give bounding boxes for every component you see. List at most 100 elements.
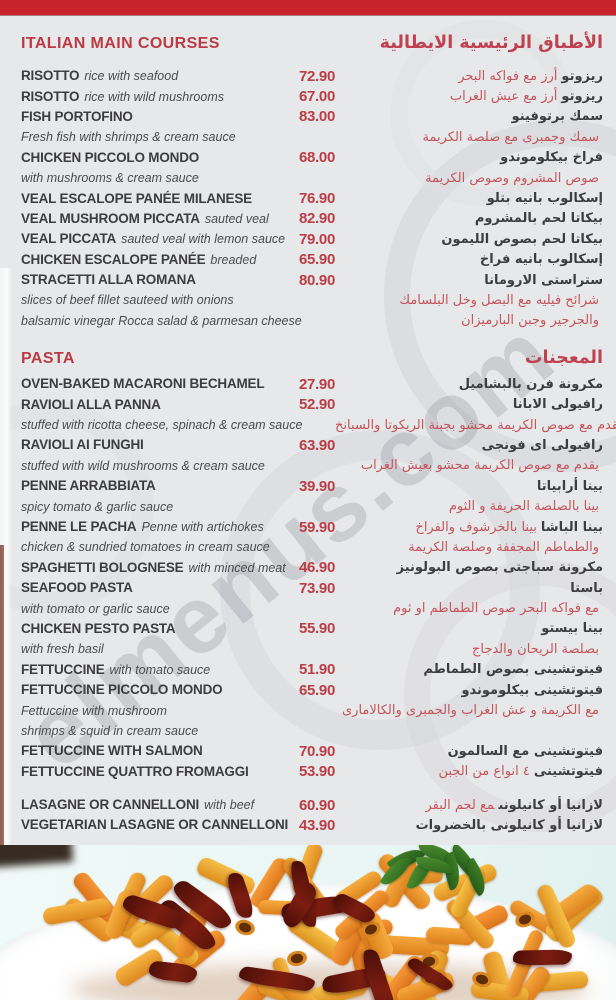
item-arabic-desc: مع الكريمة و عش الغراب والجمبرى والكالام… [342, 703, 599, 719]
item-description: Fresh fish with shrimps & cream sauce [21, 130, 236, 145]
item-arabic: ريزوتوأرز مع فواكه البحر [335, 69, 603, 84]
item-arabic: صوص المشروم وصوص الكريمة [335, 171, 603, 186]
penne-pasta-piece [194, 855, 258, 898]
item-price: 79.00 [298, 230, 335, 248]
item-arabic-desc: مع فواكه البحر صوص الطماطم او ثوم [393, 601, 599, 617]
item-arabic-desc: صوص المشروم وصوص الكريمة [425, 170, 599, 186]
item-arabic-name: مكرونة فرن بالبشاميل [458, 376, 603, 392]
item-arabic: بيكاتا لحم بصوص الليمون [335, 232, 603, 247]
menu-item-row: CHICKEN ESCALOPE PANÉE breaded 65.90 إسكالو… [21, 250, 603, 270]
item-name: FETTUCCINE WITH SALMON [21, 743, 203, 759]
item-arabic-name: فيتوتشينى بصوص الطماطم [423, 662, 603, 678]
item-english: FETTUCCINE PICCOLO MONDO [21, 681, 286, 699]
item-arabic: بينا بالصلصة الحريفة و الثوم [335, 499, 603, 514]
item-english: RISOTTO rice with seafood [21, 67, 286, 85]
item-arabic: إسكالوب بانيه بتلو [335, 191, 603, 206]
penne-tube-end [286, 949, 309, 968]
item-english: CHICKEN PICCOLO MONDO [21, 149, 286, 167]
item-arabic: والطماطم المجففة وصلصة الكريمة [335, 540, 603, 555]
item-arabic-name: فيتوتشينى [533, 764, 603, 780]
item-name: SPAGHETTI BOLOGNESE [21, 559, 184, 575]
item-arabic: إسكالوب بانيه فراخ [335, 252, 603, 267]
item-name: PENNE LE PACHA [21, 519, 137, 534]
item-price: 59.90 [298, 518, 335, 536]
spacer-row [21, 782, 603, 795]
item-arabic: فيتوتشينى٤ انواع من الجبن [335, 764, 604, 780]
item-subtext: sauted veal [204, 211, 269, 226]
item-name: VEGETARIAN LASAGNE OR CANNELLONI [21, 817, 289, 833]
item-arabic: والجرجير وجبن البارميزان [335, 313, 603, 328]
item-arabic-name: سمك برتوفينو [511, 109, 603, 125]
item-arabic-name: فيتوتشينى مع السالمون [447, 743, 603, 759]
item-price: 65.90 [298, 251, 335, 269]
menu-desc-row: chicken & sundried tomatoes in cream sau… [21, 537, 603, 557]
item-english: FETTUCCINE QUATTRO FROMAGGI [21, 763, 286, 781]
item-arabic: ريزوتوأرز مع عيش الغراب [335, 89, 603, 104]
item-english: RAVIOLI AI FUNGHI [21, 436, 286, 454]
item-subtext: breaded [210, 252, 257, 267]
menu-desc-row: with fresh basil بصلصة الريحان والدجاج [21, 639, 603, 659]
item-subtext: with beef [204, 798, 255, 813]
menu-item-row: VEAL MUSHROOM PICCATA sauted veal 82.90 بيك… [21, 209, 603, 229]
section-header: ITALIAN MAIN COURSES الأطباق الرئيسية الا… [21, 30, 603, 56]
item-arabic-desc: والجرجير وجبن البارميزان [461, 313, 599, 329]
item-english: RISOTTO rice with wild mushrooms [21, 88, 286, 106]
menu-desc-row: shrimps & squid in cream sauce [21, 721, 603, 741]
sun-dried-tomato [512, 949, 573, 967]
menu-section: PASTA المعجنات OVEN-BAKED MACARONI BECHAME… [21, 345, 616, 836]
item-subtext: rice with wild mushrooms [84, 89, 224, 104]
item-arabic-desc: بينا بالخرشوف والفراخ [415, 519, 537, 535]
item-price: 27.90 [298, 375, 335, 393]
item-english: VEGETARIAN LASAGNE OR CANNELLONI [21, 816, 289, 834]
item-arabic: فيتوتشينى بصوص الطماطم [335, 662, 603, 677]
item-arabic-desc: بينا بالصلصة الحريفة و الثوم [448, 499, 599, 515]
menu-section: ITALIAN MAIN COURSES الأطباق الرئيسية الا… [21, 30, 603, 331]
item-description: chicken & sundried tomatoes in cream sau… [21, 540, 270, 555]
item-arabic-name: رافيولى الابانا [512, 397, 603, 413]
section-header: PASTA المعجنات [21, 345, 603, 371]
item-price: 83.00 [298, 108, 335, 126]
item-arabic-name: ستراستى الارومانا [484, 272, 603, 288]
menu-item-row: CHICKEN PICCOLO MONDO 68.00 فراخ بيكلوموند… [21, 148, 603, 168]
item-english: VEAL ESCALOPE PANÉE MILANESE [21, 190, 286, 208]
penne-tube-end [232, 917, 257, 938]
item-arabic-desc: سمك وجمبرى مع صلصة الكريمة [422, 129, 600, 145]
item-english: VEAL PICCATA sauted veal with lemon sauce [21, 230, 286, 248]
item-description: stuffed with ricotta cheese, spinach & c… [21, 418, 303, 433]
item-price: 80.90 [298, 271, 335, 289]
menu-item-row: SEAFOOD PASTA 73.90 باستا [21, 578, 603, 598]
item-arabic: فيتوتشينى بيكلوموندو [335, 683, 603, 698]
menu-item-row: RISOTTO rice with wild mushrooms 67.00 ريزو… [21, 86, 603, 106]
item-name: FISH PORTOFINO [21, 108, 133, 124]
item-price: 73.90 [298, 579, 335, 597]
menu-item-row: STRACETTI ALLA ROMANA 80.90 ستراستى الاروم… [21, 270, 603, 290]
item-price: 63.90 [298, 436, 335, 454]
item-arabic-desc: والطماطم المجففة وصلصة الكريمة [408, 539, 599, 555]
item-arabic-desc: أرز مع فواكه البحر [458, 68, 558, 84]
item-description: stuffed with wild mushrooms & cream sauc… [21, 458, 265, 473]
item-arabic-desc: يقدم مع صوص الكريمة محشو بعيش الغراب [360, 458, 599, 474]
item-description: balsamic vinegar Rocca salad & parmesan … [21, 313, 302, 328]
item-arabic: يقدم مع صوص الكريمة محشو بعيش الغراب [335, 458, 603, 473]
item-arabic: لازانيا أو كانيلونىمع لحم البقر [335, 798, 603, 813]
item-english: FETTUCCINE with tomato sauce [21, 661, 286, 679]
item-subtext: with tomato sauce [109, 662, 211, 677]
menu-item-row: CHICKEN PESTO PASTA 55.90 بينا بيستو [21, 619, 603, 639]
menu-item-row: LASAGNE OR CANNELLONI with beef 60.90 لازان… [21, 795, 603, 815]
item-description: with tomato or garlic sauce [21, 601, 170, 616]
item-arabic: مع الكريمة و عش الغراب والجمبرى والكالام… [335, 703, 603, 718]
section-title-en: ITALIAN MAIN COURSES [21, 35, 220, 52]
item-english: FETTUCCINE WITH SALMON [21, 742, 286, 760]
item-arabic: باستا [335, 581, 603, 596]
menu-desc-row: stuffed with wild mushrooms & cream sauc… [21, 456, 603, 476]
item-arabic-name: باستا [570, 580, 603, 596]
item-english: OVEN-BAKED MACARONI BECHAMEL [21, 375, 286, 393]
item-arabic-name: بينا بيستو [541, 621, 603, 637]
item-arabic-name: رافيولى اى فونجى [481, 437, 603, 453]
item-arabic-name: إسكالوب بانيه فراخ [479, 252, 603, 268]
item-name: CHICKEN ESCALOPE PANÉE [21, 251, 206, 267]
item-arabic: فراخ بيكلوموندو [335, 150, 603, 165]
page-edge-line [0, 545, 4, 845]
menu-item-row: VEAL ESCALOPE PANÉE MILANESE 76.90 إسكالوب… [21, 188, 603, 208]
item-price: 43.90 [298, 816, 335, 834]
